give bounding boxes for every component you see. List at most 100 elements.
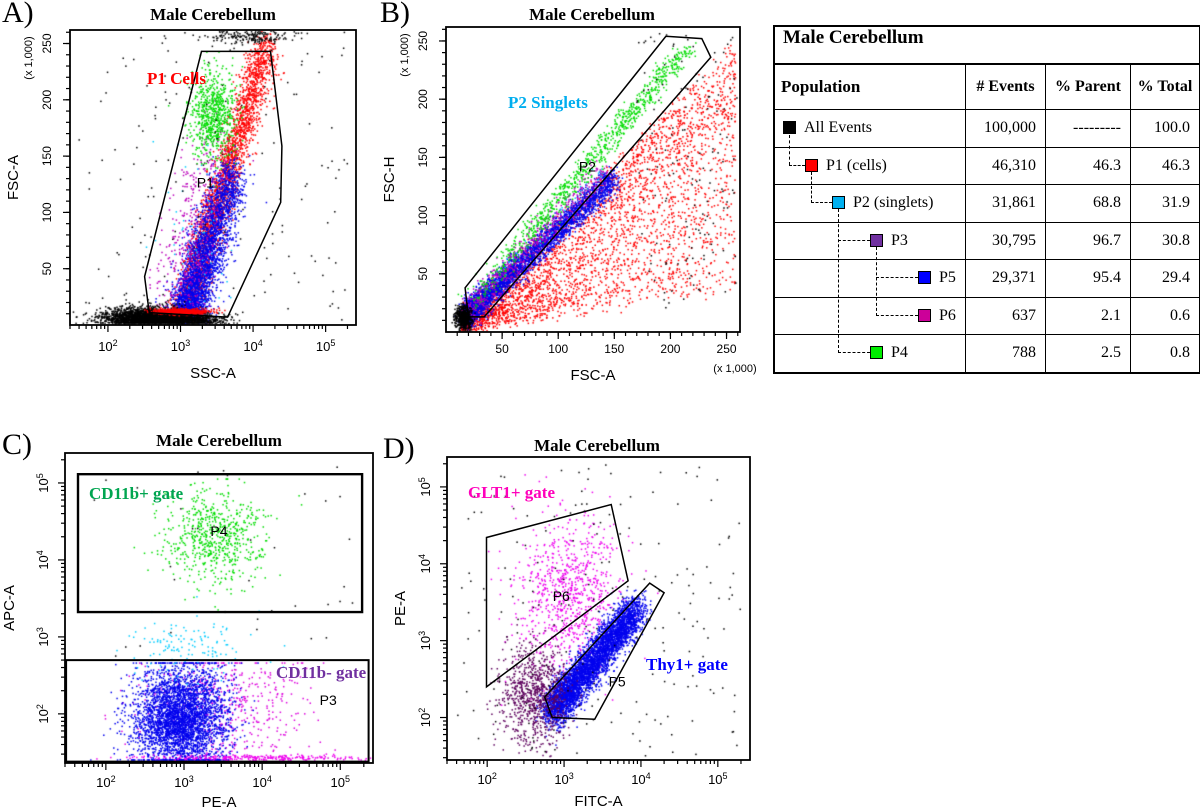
panel-d: 102 103 104 105 102 103 104 105 FITC-A PE-A P6 P5 D… (380, 420, 780, 809)
plot-frame (69, 29, 357, 326)
y-axis-label: APC-A (1, 585, 18, 631)
population-color-swatch (918, 271, 931, 285)
svg-text:103: 103 (174, 774, 193, 790)
svg-text:200: 200 (40, 89, 54, 109)
panel-d-title: Male Cerebellum (534, 436, 660, 455)
table-cell-events: 788 (965, 334, 1045, 372)
panel-b: 50 100 150 200 250 50 100 150 200 250 FSC-A FSC-H (x… (380, 0, 775, 410)
gate-label-p5: P5 (609, 673, 626, 689)
panel-c-letter: C) (2, 428, 32, 461)
axis-ticks (439, 28, 739, 339)
svg-text:105: 105 (708, 771, 727, 787)
svg-text:150: 150 (416, 147, 430, 167)
axis-name-labels: PE-A APC-A (1, 585, 237, 809)
y-axis-label: PE-A (392, 591, 409, 626)
gate-p5 (543, 582, 666, 720)
gate-label-p6: P6 (553, 588, 570, 604)
y-axis-label: FSC-A (5, 155, 22, 200)
population-color-swatch (918, 308, 931, 322)
svg-text:102: 102 (96, 774, 115, 790)
svg-text:50: 50 (40, 262, 54, 276)
svg-text:104: 104 (252, 774, 271, 790)
table-cell-total: 46.3 (1130, 146, 1199, 184)
table-title: Male Cerebellum (775, 27, 1199, 65)
axis-tick-labels: 102 103 104 105 102 103 104 105 (35, 473, 350, 790)
table-cell-total: 31.9 (1130, 184, 1199, 222)
table-row-population: P1 (cells) (775, 146, 965, 185)
axis-name-labels: SSC-A FSC-A (x 1,000) (5, 36, 236, 382)
gate-label-p2: P2 (579, 158, 596, 174)
svg-text:105: 105 (35, 473, 51, 492)
table-cell-total: 0.8 (1130, 334, 1199, 372)
panel-d-axes-gates: 102 103 104 105 102 103 104 105 FITC-A PE-A P6 P5 (392, 456, 751, 809)
tree-connector (811, 172, 812, 203)
table-cell-total: 100.0 (1130, 109, 1199, 147)
svg-text:104: 104 (35, 550, 51, 569)
tree-connector (789, 135, 790, 165)
svg-text:104: 104 (243, 338, 262, 354)
table-row-population: P4 (775, 334, 965, 372)
annotation-p1-cells: P1 Cells (147, 69, 207, 88)
annotation-glt1-pos-gate: GLT1+ gate (468, 483, 555, 502)
plot-frame (446, 456, 751, 761)
table-cell-events: 100,000 (965, 109, 1045, 147)
panel-c: 102 103 104 105 102 103 104 105 PE-A APC-A P4 P3 C)… (0, 420, 390, 809)
table-cell-parent: 2.1 (1045, 296, 1130, 334)
axis-name-labels: FITC-A PE-A (392, 591, 623, 809)
table-cell-events: 637 (965, 296, 1045, 334)
svg-text:150: 150 (40, 146, 54, 166)
svg-text:105: 105 (316, 338, 335, 354)
column-header-events: # Events (965, 65, 1045, 109)
tree-connector (838, 209, 839, 353)
svg-text:250: 250 (416, 31, 430, 51)
table-cell-parent: 68.8 (1045, 184, 1130, 222)
table-cell-events: 31,861 (965, 184, 1045, 222)
svg-text:102: 102 (98, 338, 117, 354)
tree-connector (838, 240, 870, 241)
axis-ticks (63, 31, 349, 332)
axis-ticks (58, 459, 365, 770)
svg-text:104: 104 (631, 771, 650, 787)
population-color-swatch (832, 196, 845, 210)
svg-text:100: 100 (416, 205, 430, 225)
x-axis-label: PE-A (201, 794, 236, 809)
panel-b-letter: B) (380, 0, 410, 29)
x-axis-label: FSC-A (571, 367, 616, 384)
x-axis-label: SSC-A (190, 365, 236, 382)
population-color-swatch (783, 121, 796, 135)
y-axis-multiplier: (x 1,000) (23, 36, 35, 79)
gate-p2 (464, 35, 712, 318)
table-cell-events: 30,795 (965, 221, 1045, 259)
axis-tick-labels: 102 103 104 105 102 103 104 105 (417, 477, 728, 787)
table-cell-events: 29,371 (965, 259, 1045, 297)
svg-text:50: 50 (416, 267, 430, 281)
tree-connector (811, 202, 832, 203)
gate-p1 (143, 50, 283, 318)
population-color-swatch (805, 158, 818, 172)
annotation-cd11b-neg-gate: CD11b- gate (276, 663, 367, 682)
table-row-population: P6 (775, 296, 965, 335)
y-axis-multiplier: (x 1,000) (399, 33, 411, 76)
gate-label-p1: P1 (197, 175, 214, 191)
tree-connector (876, 247, 877, 316)
gate-label-p3: P3 (320, 692, 337, 708)
column-header-parent: % Parent (1045, 65, 1130, 109)
plot-frame (64, 452, 374, 764)
panel-c-title: Male Cerebellum (156, 431, 282, 450)
panel-c-axes-gates: 102 103 104 105 102 103 104 105 PE-A APC-A P4 P3 (1, 452, 374, 809)
panel-a-scatter-points (0, 0, 380, 410)
table-cell-parent: 46.3 (1045, 146, 1130, 184)
gate-label-p4: P4 (210, 523, 227, 539)
column-header-total: % Total (1130, 65, 1199, 109)
panel-b-axes-gates: 50 100 150 200 250 50 100 150 200 250 FSC-A FSC-H (x… (381, 26, 757, 384)
svg-text:103: 103 (417, 631, 433, 650)
annotation-p2-singlets: P2 Singlets (508, 93, 588, 112)
table-cell-events: 46,310 (965, 146, 1045, 184)
table-cell-parent: 96.7 (1045, 221, 1130, 259)
svg-text:100: 100 (548, 342, 568, 356)
table-cell-total: 29.4 (1130, 259, 1199, 297)
svg-text:103: 103 (171, 338, 190, 354)
panel-a-title: Male Cerebellum (150, 5, 276, 24)
table-cell-parent: 95.4 (1045, 259, 1130, 297)
gate-p4 (76, 473, 364, 614)
